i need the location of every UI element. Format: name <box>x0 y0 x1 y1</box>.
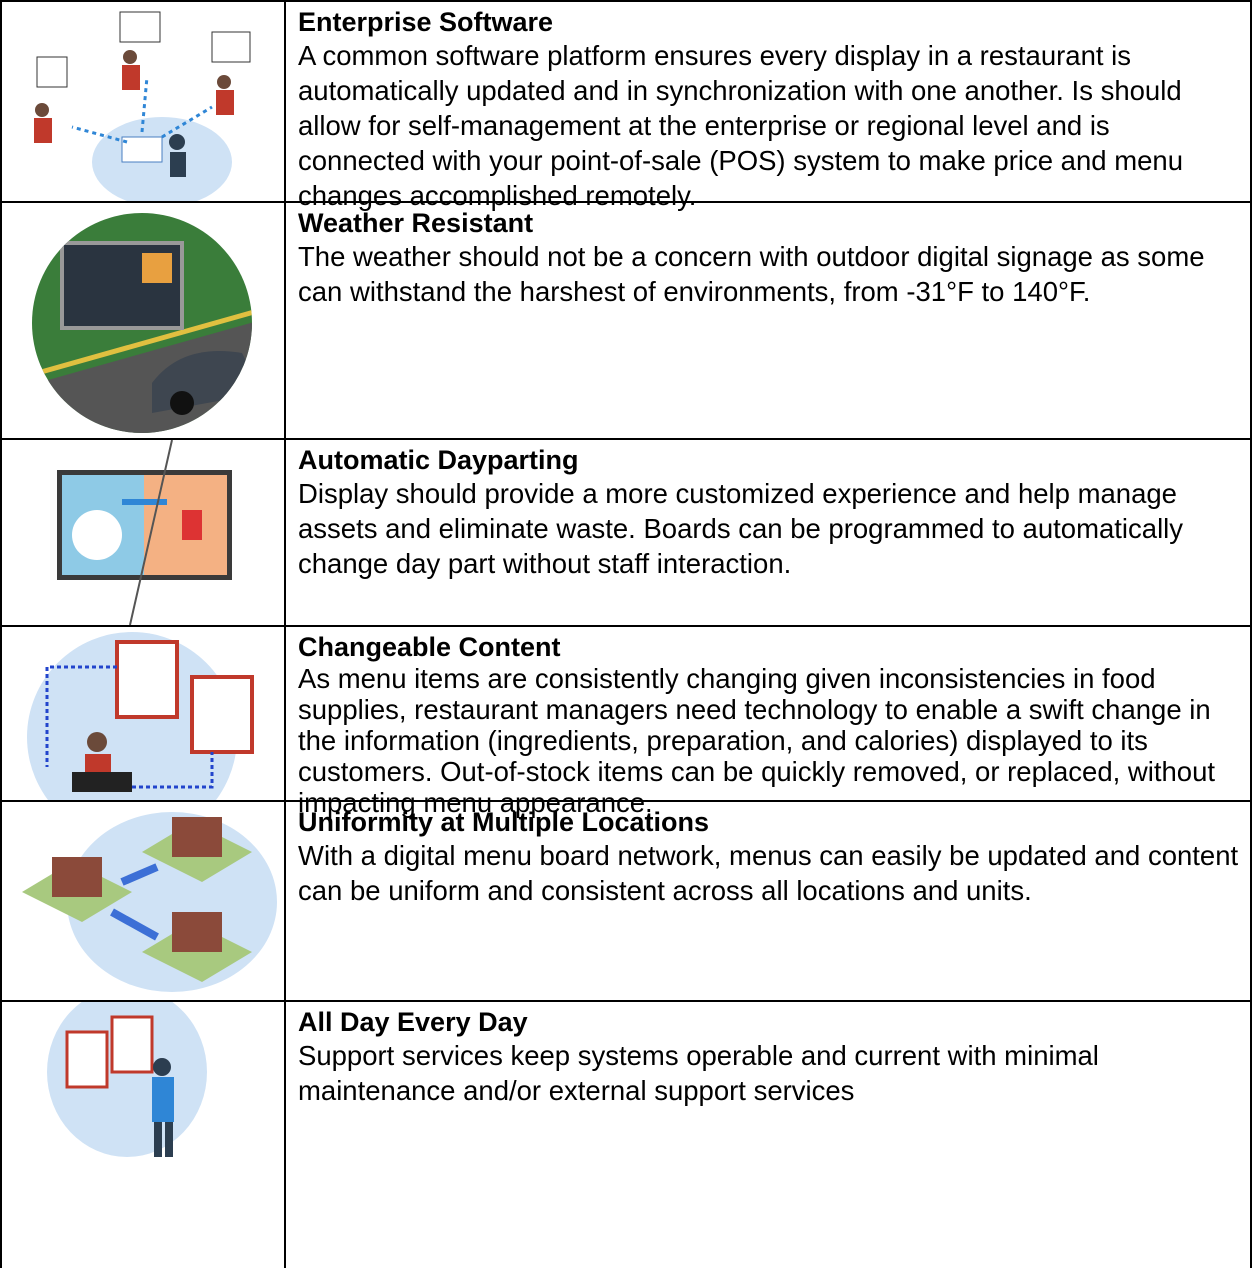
image-cell <box>0 438 286 625</box>
image-cell <box>0 0 286 201</box>
image-cell <box>0 800 286 1000</box>
illustration <box>22 812 277 992</box>
row-text: Display should provide a more customized… <box>298 478 1184 579</box>
text-cell: All Day Every Day Support services keep … <box>286 1000 1252 1268</box>
row-title: Changeable Content <box>298 632 561 662</box>
row-title: Uniformity at Multiple Locations <box>298 807 710 837</box>
table-row: Changeable Content As menu items are con… <box>0 625 1252 818</box>
illustration <box>27 632 254 800</box>
illustration <box>32 213 252 433</box>
text-cell: Weather Resistant The weather should not… <box>286 201 1252 438</box>
illustration <box>57 440 232 625</box>
table-row: Automatic Dayparting Display should prov… <box>0 438 1252 625</box>
text-cell: Automatic Dayparting Display should prov… <box>286 438 1252 625</box>
illustration <box>47 1002 207 1157</box>
row-text: With a digital menu board network, menus… <box>298 840 1239 906</box>
text-cell: Enterprise Software A common software pl… <box>286 0 1252 211</box>
table-row: All Day Every Day Support services keep … <box>0 1000 1252 1268</box>
row-title: Enterprise Software <box>298 7 554 37</box>
table-row: Weather Resistant The weather should not… <box>0 201 1252 438</box>
text-cell: Changeable Content As menu items are con… <box>286 625 1252 818</box>
row-text: A common software platform ensures every… <box>298 40 1183 211</box>
text-cell: Uniformity at Multiple Locations With a … <box>286 800 1252 1000</box>
image-cell <box>0 1000 286 1268</box>
row-text: As menu items are consistently changing … <box>298 663 1216 818</box>
row-title: All Day Every Day <box>298 1007 528 1037</box>
image-cell <box>0 625 286 800</box>
row-text: Support services keep systems operable a… <box>298 1040 1099 1106</box>
illustration <box>34 11 251 201</box>
table-row: Uniformity at Multiple Locations With a … <box>0 800 1252 1000</box>
row-title: Weather Resistant <box>298 208 534 238</box>
row-title: Automatic Dayparting <box>298 445 579 475</box>
table-row: Enterprise Software A common software pl… <box>0 0 1252 211</box>
row-text: The weather should not be a concern with… <box>298 241 1205 307</box>
image-cell <box>0 201 286 438</box>
